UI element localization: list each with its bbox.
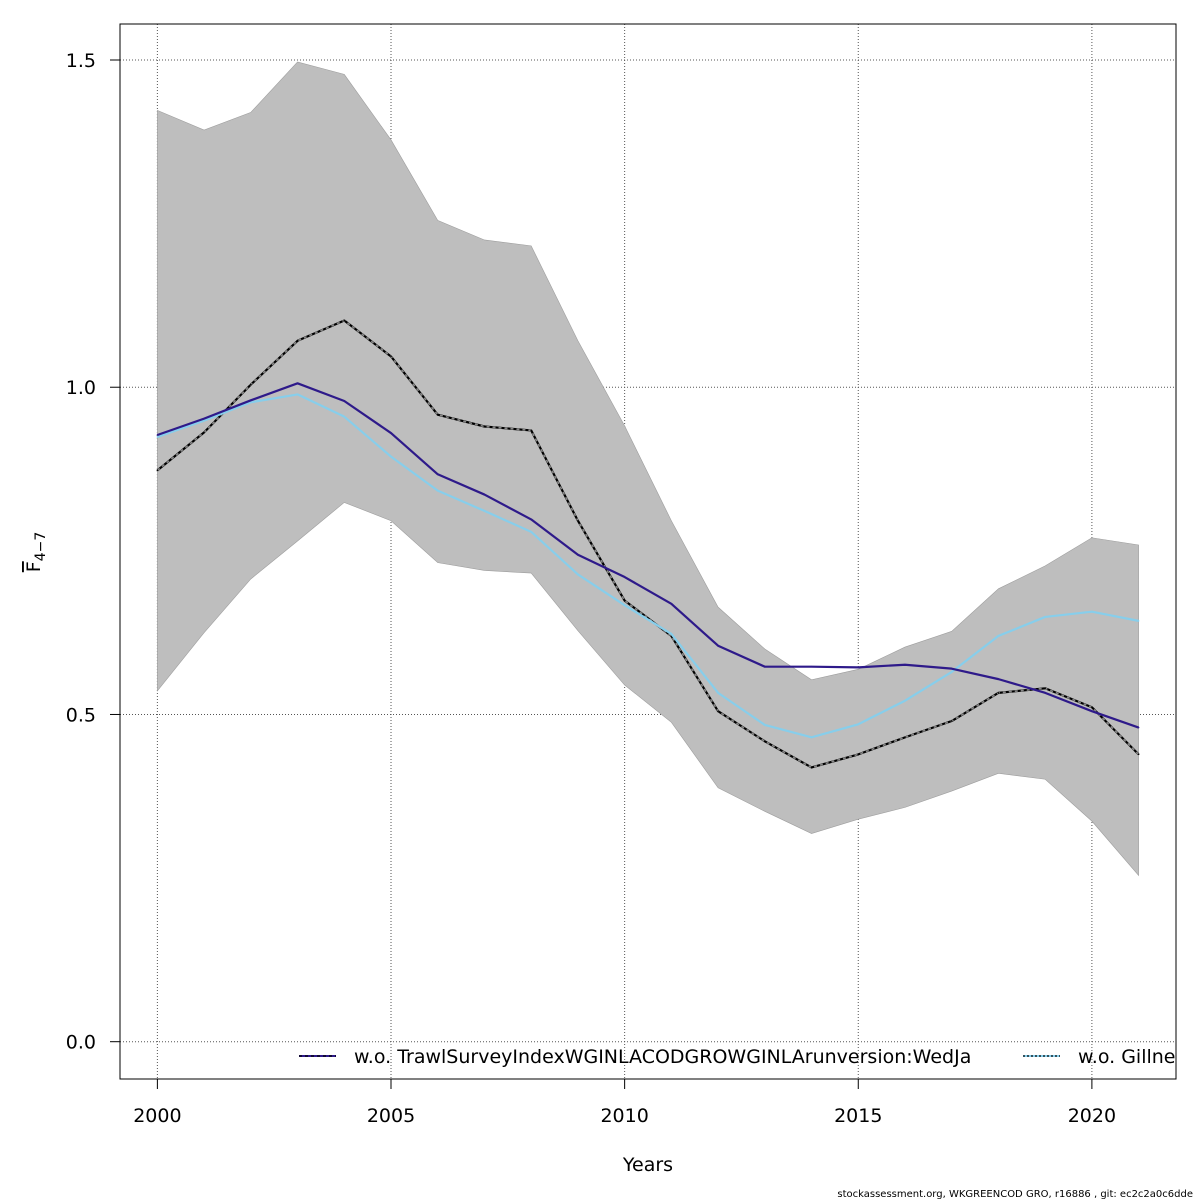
series-2-point-2019 xyxy=(1044,616,1046,618)
series-0-point-2000 xyxy=(156,469,159,472)
series-2-point-2007 xyxy=(483,510,486,512)
y-axis-label-sub: 4−7 xyxy=(33,532,49,562)
y-axis-label-main: F xyxy=(23,561,45,572)
series-0-point-2012 xyxy=(717,710,719,712)
series-2-point-2009 xyxy=(577,573,579,576)
series-0-point-2008 xyxy=(530,429,532,432)
series-2-point-2011 xyxy=(670,633,673,635)
x-axis: 2000 2005 2010 2015 2020 xyxy=(133,1078,1116,1127)
plot-area xyxy=(156,61,1140,877)
y-axis-label: F4−7 xyxy=(23,532,49,572)
series-1-point-2021 xyxy=(1137,726,1140,729)
series-0-point-2021 xyxy=(1137,753,1140,756)
series-line-dash-0 xyxy=(156,319,1140,769)
x-tick-label-1: 2005 xyxy=(367,1105,415,1127)
series-2-point-2012 xyxy=(717,692,719,694)
series-1-point-2003 xyxy=(296,382,299,385)
x-axis-label: Years xyxy=(622,1154,673,1176)
legend-label-2: w.o. Gillne xyxy=(1078,1046,1176,1068)
series-0-point-2014 xyxy=(810,766,813,769)
series-0-point-2007 xyxy=(483,425,486,428)
series-2-point-2017 xyxy=(950,671,953,673)
series-2-point-2015 xyxy=(857,723,860,726)
series-1-point-2014 xyxy=(810,665,813,668)
series-1-point-2001 xyxy=(203,417,205,420)
series-0-point-2001 xyxy=(203,431,205,434)
series-0-point-2016 xyxy=(904,736,906,739)
series-1-point-2000 xyxy=(156,434,159,436)
series-1-point-2018 xyxy=(997,678,1000,680)
series-0-point-2009 xyxy=(577,519,579,522)
series-1-point-2011 xyxy=(670,603,673,605)
series-0-point-2005 xyxy=(390,355,392,358)
series-2-point-2001 xyxy=(203,419,205,422)
x-tick-label-0: 2000 xyxy=(133,1105,181,1127)
series-1-point-2006 xyxy=(436,473,439,476)
series-2-point-2006 xyxy=(436,489,439,492)
series-2-point-2021 xyxy=(1137,620,1140,622)
series-layer xyxy=(156,319,1140,769)
series-0-point-2015 xyxy=(857,753,860,756)
legend: w.o. TrawlSurveyIndexWGINLACODGROWGINLAr… xyxy=(299,1046,1176,1068)
series-0-point-2019 xyxy=(1044,687,1046,690)
series-1-point-2009 xyxy=(577,553,579,556)
series-1-point-2020 xyxy=(1091,710,1093,712)
series-2-point-2008 xyxy=(530,531,532,533)
series-2-point-2020 xyxy=(1091,610,1093,613)
series-1-point-2002 xyxy=(250,399,252,402)
series-1-point-2012 xyxy=(717,644,719,647)
grid xyxy=(120,24,1176,1079)
series-0-point-2013 xyxy=(764,740,766,743)
series-0-point-2018 xyxy=(997,692,1000,694)
series-0-point-2010 xyxy=(623,599,626,602)
series-0-point-2003 xyxy=(296,339,299,342)
series-2-point-2003 xyxy=(296,393,299,396)
series-line-2 xyxy=(157,393,1139,739)
series-1-point-2015 xyxy=(857,666,860,669)
series-2-point-2002 xyxy=(250,401,252,404)
series-2-point-2014 xyxy=(810,736,813,739)
series-1-point-2019 xyxy=(1044,692,1046,694)
legend-label-1: w.o. TrawlSurveyIndexWGINLACODGROWGINLAr… xyxy=(354,1046,971,1068)
x-tick-label-4: 2020 xyxy=(1068,1105,1116,1127)
series-2-point-2010 xyxy=(623,604,626,606)
series-2-point-2013 xyxy=(764,724,766,726)
series-1-point-2008 xyxy=(530,518,532,521)
y-tick-label-2: 1.0 xyxy=(66,377,96,399)
series-line-1 xyxy=(157,382,1139,729)
y-tick-label-0: 0.0 xyxy=(66,1032,96,1054)
series-2-point-2016 xyxy=(904,699,906,702)
series-2-point-2018 xyxy=(997,635,1000,637)
series-0-point-2002 xyxy=(250,383,252,386)
confidence-band xyxy=(157,61,1139,877)
series-0-point-2004 xyxy=(343,319,346,322)
series-2-point-2000 xyxy=(156,436,159,438)
svg-text:F4−7: F4−7 xyxy=(23,532,49,572)
series-0-point-2017 xyxy=(950,720,953,722)
series-1-point-2005 xyxy=(390,432,392,434)
series-2-point-2005 xyxy=(390,455,392,458)
series-0-point-2020 xyxy=(1091,706,1093,709)
series-1-point-2004 xyxy=(343,400,346,402)
series-2-point-2004 xyxy=(343,415,346,418)
x-tick-label-2: 2010 xyxy=(600,1105,648,1127)
series-1-point-2017 xyxy=(950,667,953,670)
series-0-point-2006 xyxy=(436,413,439,416)
footer-text: stockassessment.org, WKGREENCOD GRO, r16… xyxy=(837,1189,1193,1200)
series-1-point-2013 xyxy=(764,665,766,668)
x-tick-label-3: 2015 xyxy=(834,1105,882,1127)
y-axis: 0.0 0.5 1.0 1.5 xyxy=(66,50,121,1054)
series-1-point-2010 xyxy=(623,576,626,578)
y-tick-label-3: 1.5 xyxy=(66,50,96,72)
y-tick-label-1: 0.5 xyxy=(66,704,96,726)
series-1-point-2016 xyxy=(904,663,906,666)
series-1-point-2007 xyxy=(483,493,486,496)
